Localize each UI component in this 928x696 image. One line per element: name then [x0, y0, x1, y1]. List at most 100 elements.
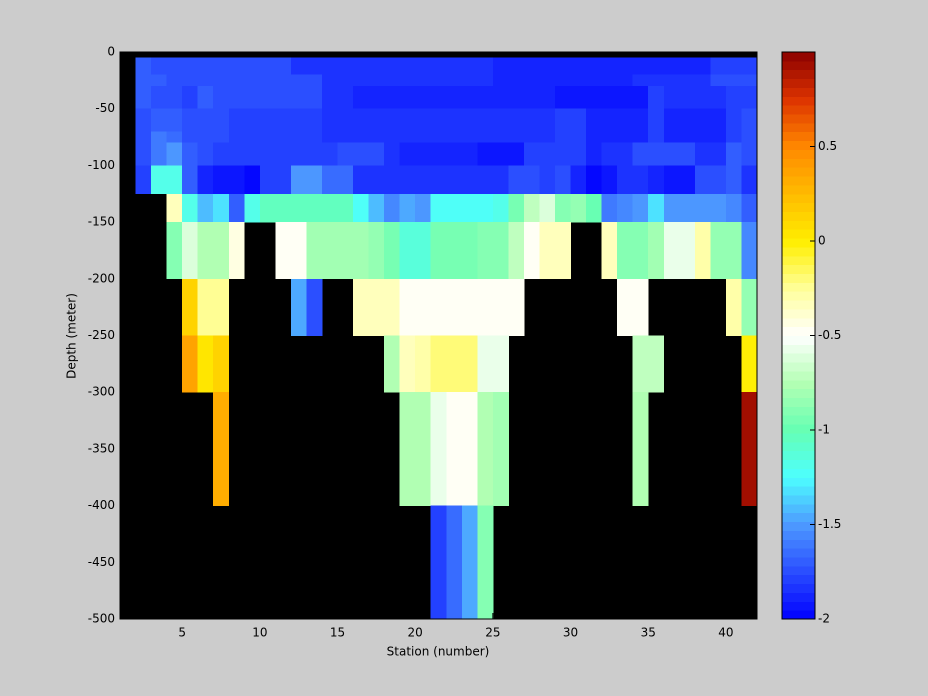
heat-cell — [508, 131, 525, 144]
heat-cell — [135, 74, 152, 87]
colorbar-step — [782, 432, 815, 443]
heat-cell — [632, 392, 649, 506]
heat-cell — [399, 142, 416, 166]
colorbar-step — [782, 415, 815, 425]
heat-cell — [632, 193, 649, 223]
y-tick-label: -250 — [88, 328, 115, 342]
colorbar-step — [782, 114, 815, 124]
heat-cell — [632, 222, 649, 280]
heat-cell — [244, 57, 261, 76]
heat-cell — [399, 335, 416, 393]
heat-cell — [539, 86, 556, 110]
heat-cell — [384, 193, 401, 223]
colorbar-step — [782, 397, 815, 407]
heat-cell — [166, 86, 183, 110]
heat-cell — [617, 165, 634, 195]
colorbar-step — [782, 291, 815, 301]
heat-cell — [679, 165, 696, 195]
heat-cell — [415, 335, 432, 393]
heat-cell — [508, 74, 525, 87]
heat-cell — [679, 193, 696, 223]
heat-cell — [213, 193, 230, 223]
y-axis-label: Depth (meter) — [65, 293, 79, 379]
heat-cell — [259, 142, 276, 166]
heat-cell — [539, 193, 556, 223]
heat-cell — [213, 392, 230, 506]
heat-cell — [617, 131, 634, 144]
heat-cell — [725, 193, 742, 223]
heat-cell — [353, 86, 369, 110]
heat-cell — [182, 57, 199, 76]
heat-cell — [415, 86, 432, 110]
heat-cell — [430, 57, 447, 76]
heat-cell — [555, 165, 571, 195]
heat-cell — [617, 278, 634, 336]
heat-cell — [384, 131, 401, 144]
heat-cell — [741, 392, 758, 506]
heat-cell — [275, 86, 292, 110]
heat-cell — [446, 57, 463, 76]
heat-cell — [166, 222, 183, 280]
x-tick-label: 30 — [563, 626, 578, 640]
heat-cell — [523, 131, 540, 144]
heat-cell — [244, 131, 261, 144]
heat-cell — [135, 86, 152, 110]
heat-cell — [601, 108, 618, 132]
colorbar-tick-label: -0.5 — [818, 328, 841, 342]
heat-cell — [725, 165, 742, 195]
heat-cell — [306, 222, 323, 280]
colorbar-step — [782, 211, 815, 221]
heat-cell — [151, 108, 168, 132]
heat-cell — [679, 86, 696, 110]
heat-cell — [415, 392, 432, 506]
heat-cell — [477, 278, 494, 336]
heat-cell — [710, 142, 727, 166]
colorbar-tick-label: 0 — [818, 234, 826, 248]
heat-cell — [632, 108, 649, 132]
heat-cell — [461, 335, 478, 393]
heat-cell — [694, 165, 711, 195]
colorbar-step — [782, 424, 815, 434]
heat-cell — [228, 142, 245, 166]
heat-cell — [384, 142, 401, 166]
heat-cell — [570, 193, 587, 223]
heat-cell — [694, 57, 711, 76]
heat-cell — [601, 131, 618, 144]
heat-cell — [663, 57, 680, 76]
heat-cell — [586, 74, 603, 87]
colorbar-step — [782, 255, 815, 266]
heat-cell — [166, 57, 183, 76]
heat-cell — [741, 86, 758, 110]
heat-cell — [213, 165, 230, 195]
heat-cell — [446, 505, 463, 620]
x-tick-label: 15 — [330, 626, 345, 640]
colorbar-step — [782, 52, 815, 62]
heat-cell — [446, 142, 463, 166]
colorbar-step — [782, 459, 815, 469]
heat-cell — [492, 74, 509, 87]
colorbar-tick-label: 0.5 — [818, 139, 837, 153]
heat-cell — [182, 335, 199, 393]
heat-cell — [244, 142, 261, 166]
heat-cell — [197, 74, 214, 87]
heat-cell — [321, 131, 338, 144]
heat-cell — [555, 193, 571, 223]
heat-cell — [539, 131, 556, 144]
colorbar-tick-label: -1.5 — [818, 517, 841, 531]
colorbar-step — [782, 140, 815, 150]
heat-cell — [290, 278, 307, 336]
heat-cell — [275, 142, 292, 166]
heat-cell — [430, 142, 447, 166]
heat-cell — [694, 74, 711, 87]
heat-cell — [197, 131, 214, 144]
colorbar-step — [782, 406, 815, 416]
x-tick-label: 25 — [485, 626, 500, 640]
heat-cell — [725, 108, 742, 132]
colorbar-step — [782, 477, 815, 487]
heat-cell — [228, 57, 245, 76]
heat-cell — [741, 222, 758, 280]
heat-cell — [601, 74, 618, 87]
heat-cell — [290, 131, 307, 144]
heat-cell — [321, 165, 338, 195]
